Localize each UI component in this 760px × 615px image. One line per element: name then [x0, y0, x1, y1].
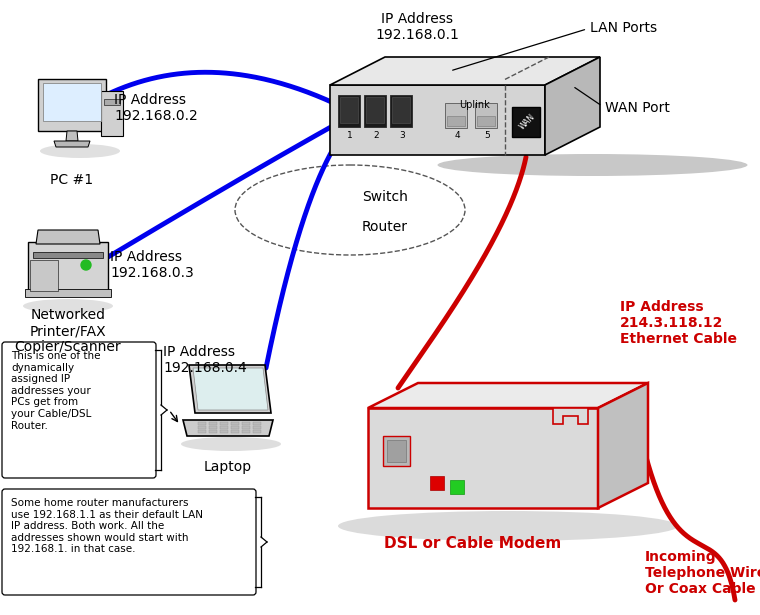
Text: IP Address
192.168.0.4: IP Address 192.168.0.4 — [163, 345, 247, 375]
Polygon shape — [475, 103, 497, 128]
Text: Some home router manufacturers
use 192.168.1.1 as their default LAN
IP address. : Some home router manufacturers use 192.1… — [11, 498, 203, 554]
Text: Switch: Switch — [362, 190, 408, 204]
Polygon shape — [101, 91, 123, 136]
Polygon shape — [242, 430, 250, 433]
Polygon shape — [253, 426, 261, 429]
Text: WAN: WAN — [518, 113, 537, 132]
Circle shape — [81, 260, 91, 270]
Polygon shape — [104, 99, 120, 105]
Text: Uplink: Uplink — [460, 100, 490, 110]
Polygon shape — [66, 131, 78, 141]
Polygon shape — [209, 430, 217, 433]
Text: DSL or Cable Modem: DSL or Cable Modem — [385, 536, 562, 551]
Polygon shape — [231, 422, 239, 425]
Text: PC #1: PC #1 — [50, 173, 93, 187]
Ellipse shape — [40, 144, 120, 158]
Polygon shape — [364, 95, 386, 127]
Polygon shape — [231, 426, 239, 429]
Polygon shape — [368, 408, 598, 508]
Text: 3: 3 — [399, 131, 405, 140]
Polygon shape — [33, 252, 103, 258]
Text: Incoming
Telephone Wire
Or Coax Cable: Incoming Telephone Wire Or Coax Cable — [645, 550, 760, 597]
Text: 1: 1 — [347, 131, 353, 140]
Text: 5: 5 — [484, 131, 490, 140]
Polygon shape — [198, 430, 206, 433]
Polygon shape — [198, 426, 206, 429]
Polygon shape — [477, 116, 495, 126]
Polygon shape — [545, 57, 600, 155]
Polygon shape — [220, 422, 228, 425]
Polygon shape — [43, 83, 101, 121]
Polygon shape — [242, 426, 250, 429]
Polygon shape — [383, 436, 410, 466]
Polygon shape — [30, 260, 58, 291]
Polygon shape — [38, 79, 106, 131]
Polygon shape — [231, 430, 239, 433]
Text: 4: 4 — [454, 131, 460, 140]
Text: WAN Port: WAN Port — [575, 87, 670, 115]
Polygon shape — [54, 141, 90, 147]
Polygon shape — [447, 116, 465, 126]
Polygon shape — [36, 230, 100, 244]
Polygon shape — [25, 289, 111, 297]
Ellipse shape — [181, 437, 281, 451]
Text: Router: Router — [362, 220, 408, 234]
Text: IP Address
192.168.0.2: IP Address 192.168.0.2 — [114, 93, 198, 123]
Polygon shape — [220, 426, 228, 429]
Polygon shape — [450, 480, 464, 494]
Polygon shape — [209, 426, 217, 429]
Polygon shape — [512, 107, 540, 137]
Polygon shape — [368, 383, 648, 408]
Polygon shape — [598, 383, 648, 508]
Text: Networked
Printer/FAX
Copier/Scanner: Networked Printer/FAX Copier/Scanner — [14, 308, 122, 354]
Polygon shape — [253, 422, 261, 425]
Polygon shape — [28, 242, 108, 295]
Polygon shape — [430, 476, 444, 490]
Polygon shape — [390, 95, 412, 127]
Text: 2: 2 — [373, 131, 378, 140]
Polygon shape — [198, 422, 206, 425]
Polygon shape — [338, 95, 360, 127]
Text: IP Address
192.168.0.3: IP Address 192.168.0.3 — [110, 250, 194, 280]
Text: Laptop: Laptop — [204, 460, 252, 474]
Ellipse shape — [23, 299, 113, 313]
Text: LAN Ports: LAN Ports — [453, 21, 657, 70]
Polygon shape — [340, 97, 358, 123]
Polygon shape — [553, 408, 588, 424]
FancyBboxPatch shape — [2, 342, 156, 478]
Polygon shape — [330, 57, 600, 85]
Ellipse shape — [338, 511, 678, 541]
Text: IP Address
192.168.0.1: IP Address 192.168.0.1 — [375, 12, 459, 42]
Ellipse shape — [438, 154, 748, 176]
Polygon shape — [366, 97, 384, 123]
Polygon shape — [330, 85, 545, 155]
Text: IP Address
214.3.118.12
Ethernet Cable: IP Address 214.3.118.12 Ethernet Cable — [620, 300, 737, 346]
Polygon shape — [209, 422, 217, 425]
Polygon shape — [220, 430, 228, 433]
Polygon shape — [189, 365, 271, 413]
Polygon shape — [193, 368, 268, 410]
Polygon shape — [392, 97, 410, 123]
Polygon shape — [183, 420, 273, 436]
Text: This is one of the
dynamically
assigned IP
addresses your
PCs get from
your Cabl: This is one of the dynamically assigned … — [11, 351, 100, 430]
Polygon shape — [242, 422, 250, 425]
Polygon shape — [253, 430, 261, 433]
FancyBboxPatch shape — [2, 489, 256, 595]
Polygon shape — [445, 103, 467, 128]
Polygon shape — [387, 440, 406, 462]
